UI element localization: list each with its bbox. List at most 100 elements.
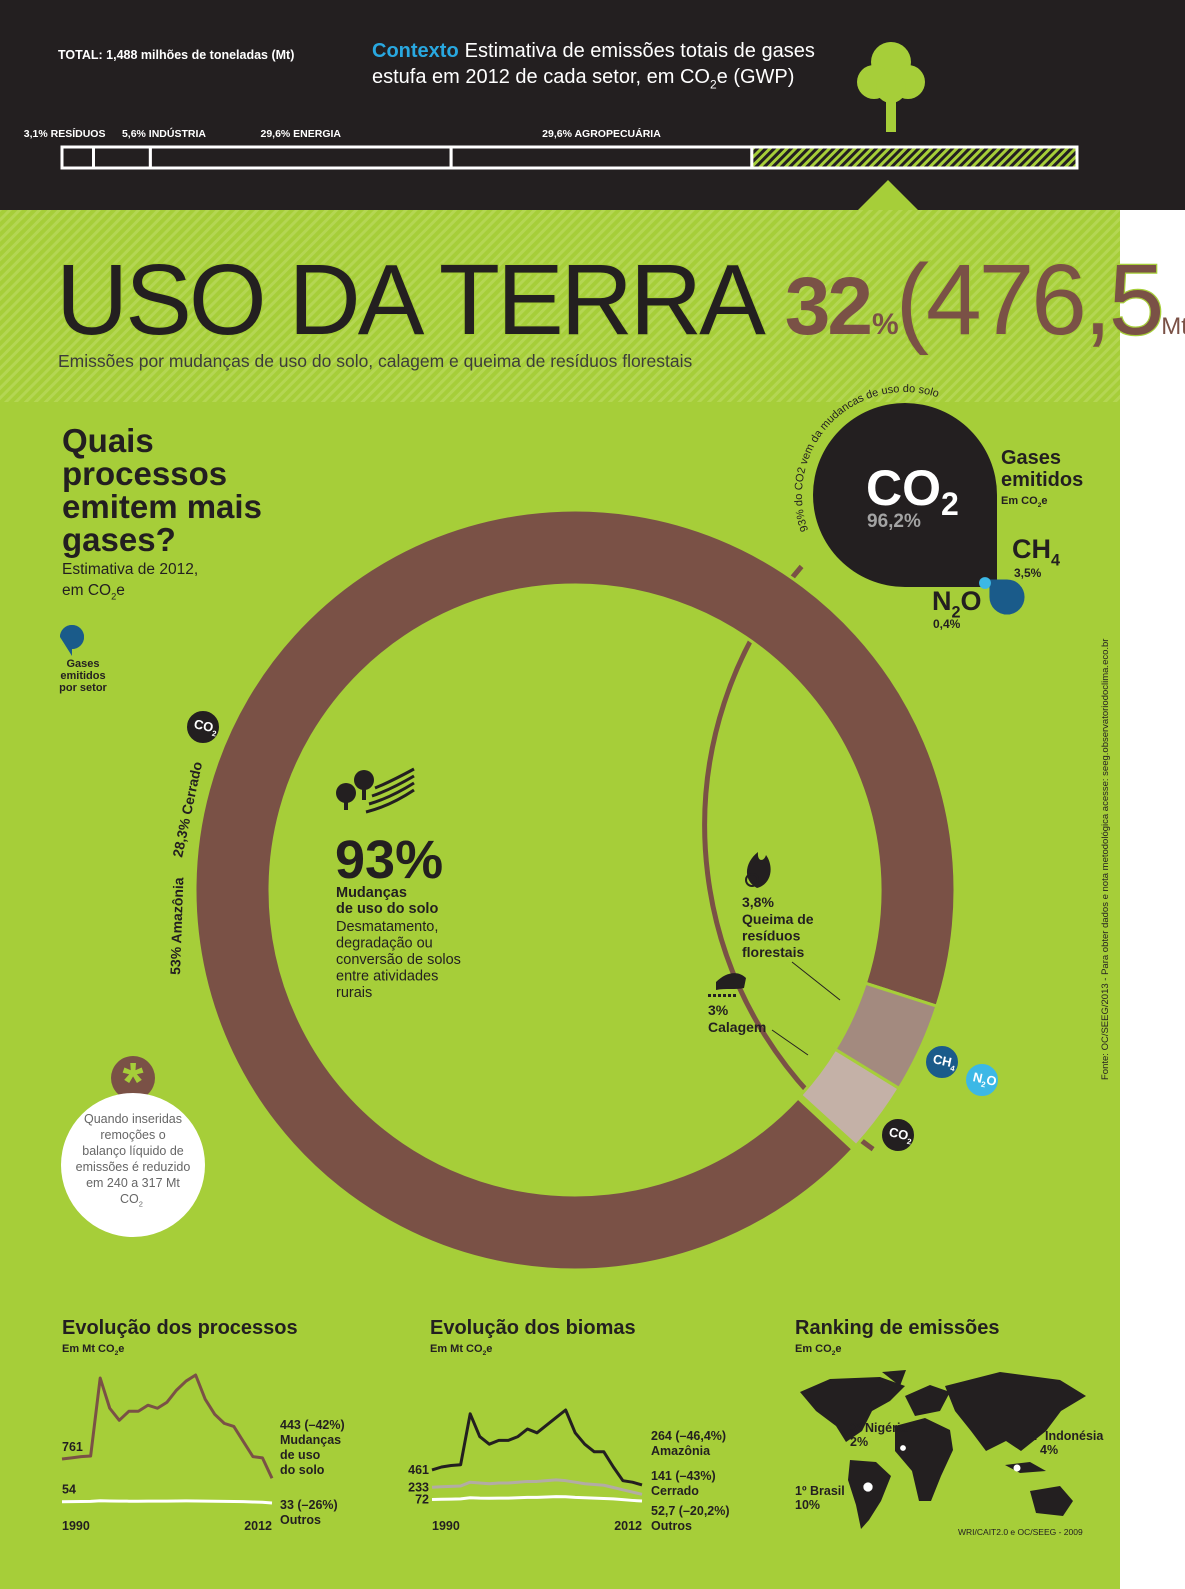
- end-label: 264 (–46,4%): [651, 1429, 726, 1443]
- x-label: 2012: [244, 1519, 272, 1533]
- text-part: O: [961, 586, 982, 616]
- icon-tree: [344, 798, 348, 810]
- context-label: Contexto: [372, 40, 459, 62]
- question-line: gases?: [62, 521, 176, 558]
- subscript: 2: [483, 1350, 487, 1357]
- question-line: emitem mais: [62, 488, 262, 525]
- country-dot: [1013, 1464, 1021, 1472]
- text-part: e: [486, 1343, 492, 1355]
- note-line: Quando inseridas: [84, 1112, 182, 1126]
- chart-unit: Em Mt CO2e: [62, 1343, 124, 1357]
- ch4-value: 3,5%: [1014, 566, 1042, 580]
- rank-value: 4%: [1040, 1443, 1058, 1457]
- legend-text: por setor: [59, 682, 107, 694]
- co2-badge: [880, 1117, 916, 1153]
- rank-label: 2º Indonésia: [1030, 1429, 1104, 1443]
- continent: [1030, 1486, 1073, 1516]
- subscript: 4: [949, 1064, 956, 1074]
- continent: [895, 1418, 953, 1501]
- start-label: 233: [408, 1480, 429, 1494]
- start-label: 72: [415, 1493, 429, 1507]
- biome-label: 53% Amazônia: [167, 877, 186, 975]
- note-line: remoções o: [100, 1128, 165, 1142]
- text-part: CH: [1012, 534, 1051, 564]
- segment-title: resíduos: [742, 928, 801, 944]
- tree-trunk: [886, 95, 896, 132]
- question-line: Quais: [62, 422, 154, 459]
- icon-field: [368, 781, 415, 806]
- text-part: Em Mt CO: [430, 1343, 483, 1355]
- co2-label: CO2: [866, 460, 959, 522]
- subscript: 2: [710, 78, 717, 92]
- leader-line: [771, 1029, 809, 1056]
- title-percent-sign: %: [872, 308, 898, 341]
- tree-icon: [857, 42, 925, 132]
- segment-description: degradação ou: [336, 936, 433, 952]
- co2-badge-label: CO2: [887, 1124, 915, 1146]
- lime-dot: [728, 994, 731, 997]
- continent: [905, 1385, 950, 1416]
- series-name: do solo: [280, 1463, 325, 1477]
- note-line: em 240 a 317 Mt: [86, 1176, 180, 1190]
- fire-shape: [746, 852, 771, 888]
- text-part: N: [932, 586, 952, 616]
- text-part: Em CO: [795, 1343, 832, 1355]
- series-name: Outros: [280, 1513, 321, 1527]
- context-line: estufa em 2012 de cada setor, em CO2e (G…: [372, 66, 794, 92]
- source-text: Fonte: OC/SEEG/2013 - Para obter dados e…: [1100, 639, 1111, 1080]
- subscript: 4: [1051, 552, 1060, 570]
- title-unit: Mt: [1161, 313, 1185, 340]
- segment-title: Mudanças: [336, 885, 407, 901]
- segment-description: Desmatamento,: [336, 919, 438, 935]
- text-part: e (GWP): [717, 66, 795, 88]
- sector-label: 29,6% ENERGIA: [260, 128, 341, 140]
- header-background: [0, 0, 1185, 210]
- context-line: Contexto Estimativa de emissões totais de…: [372, 40, 815, 62]
- continent: [848, 1460, 891, 1529]
- n2o-value: 0,4%: [933, 617, 961, 631]
- text-part: CO: [120, 1192, 139, 1206]
- start-label: 54: [62, 1483, 76, 1497]
- segment-title: Queima de: [742, 911, 814, 927]
- rank-value: 10%: [795, 1498, 820, 1512]
- subscript: 2: [980, 1080, 987, 1090]
- series-line: [431, 1408, 643, 1487]
- x-label: 1990: [62, 1519, 90, 1533]
- subscript: 2: [952, 604, 961, 622]
- sector-label: 5,6% INDÚSTRIA: [122, 127, 206, 140]
- segment-title: de uso do solo: [336, 901, 438, 917]
- text-part: N: [972, 1069, 984, 1086]
- text-part: e: [835, 1343, 841, 1355]
- subscript: 2: [115, 1350, 119, 1357]
- fire-ring: [745, 873, 759, 887]
- continent: [800, 1377, 905, 1442]
- end-label: 443 (–42%): [280, 1418, 345, 1432]
- subscript: 2: [111, 591, 116, 601]
- sector-segment-land-use: [750, 145, 1079, 170]
- total-label: TOTAL: 1,488 milhões de toneladas (Mt): [58, 48, 294, 62]
- note-line: CO2: [120, 1192, 143, 1209]
- legend-text: emitidos: [60, 670, 105, 682]
- title-percent: 32: [785, 261, 871, 352]
- tree-crown: [876, 73, 906, 103]
- end-label: 141 (–43%): [651, 1469, 716, 1483]
- lime-dot: [733, 994, 736, 997]
- chart-unit: Em Mt CO2e: [430, 1343, 492, 1357]
- hand-shape: [716, 973, 746, 990]
- note-badge: [111, 1056, 155, 1100]
- end-label: 33 (–26%): [280, 1498, 338, 1512]
- chart-title: Evolução dos biomas: [430, 1317, 636, 1339]
- end-label: 52,7 (–20,2%): [651, 1504, 730, 1518]
- ch4-drop: [989, 579, 1025, 615]
- lime-dot: [718, 994, 721, 997]
- sector-segment: [91, 145, 152, 170]
- icon-field: [371, 774, 415, 798]
- subscript: 2: [139, 1200, 143, 1209]
- map-source: WRI/CAIT2.0 e OC/SEEG - 2009: [958, 1527, 1083, 1537]
- co2-badge: [185, 709, 221, 745]
- note-line: balanço líquido de: [82, 1144, 184, 1158]
- text-part: Em CO: [1001, 495, 1038, 507]
- segment-description: conversão de solos: [336, 952, 461, 968]
- text-part: CH: [932, 1051, 953, 1070]
